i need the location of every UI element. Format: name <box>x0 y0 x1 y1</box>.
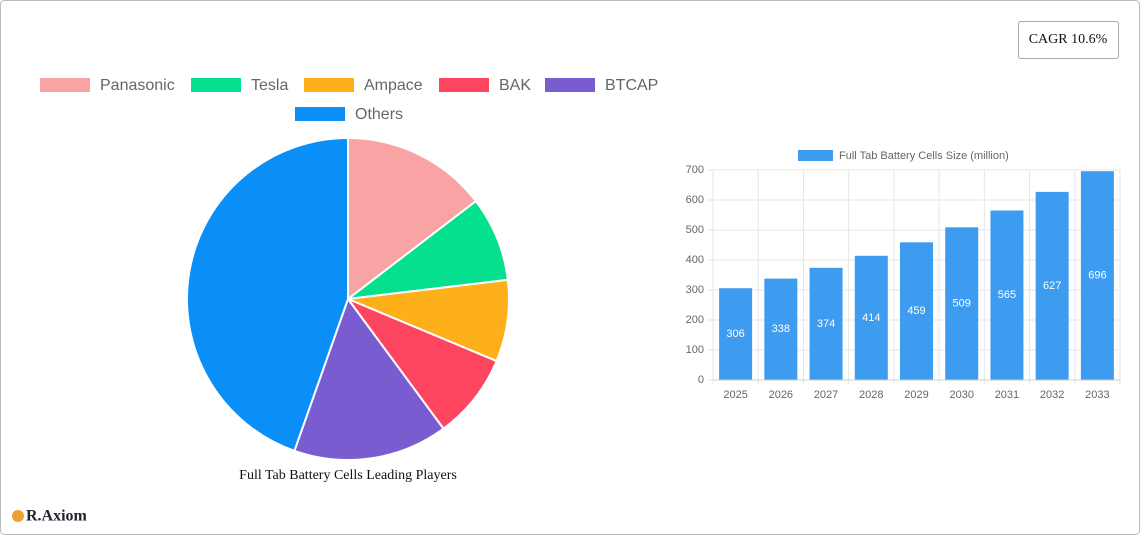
y-tick-label: 700 <box>686 164 704 176</box>
bar-value-label: 338 <box>772 323 790 335</box>
logo-icon <box>12 510 24 522</box>
legend-label: BTCAP <box>605 77 658 94</box>
legend-label: Tesla <box>251 77 288 94</box>
badge-box <box>1018 21 1119 59</box>
pie-slice <box>344 199 509 301</box>
x-tick-label: 2028 <box>859 389 883 401</box>
y-tick-label: 400 <box>686 254 704 266</box>
bar <box>764 278 798 380</box>
legend-label: Panasonic <box>100 77 175 94</box>
x-tick-label: 2027 <box>814 389 838 401</box>
x-tick-label: 2026 <box>769 389 793 401</box>
pie-title: Full Tab Battery Cells Leading Players <box>239 468 457 483</box>
y-tick-label: 100 <box>686 344 704 356</box>
bar <box>945 227 979 380</box>
bar-value-label: 696 <box>1088 270 1106 282</box>
x-tick-label: 2033 <box>1085 389 1109 401</box>
badge: CAGR 10.6% <box>1029 32 1108 47</box>
y-tick-label: 500 <box>686 224 704 236</box>
y-tick-label: 0 <box>698 374 704 386</box>
pie-slice <box>186 136 349 453</box>
bar <box>1080 171 1114 380</box>
bar <box>719 288 753 380</box>
legend-swatch <box>40 78 90 92</box>
legend-label: Ampace <box>364 77 423 94</box>
legend-label: BAK <box>499 77 531 94</box>
bar-value-label: 459 <box>907 305 925 317</box>
legend-swatch <box>798 150 833 161</box>
bar-value-label: 306 <box>726 328 744 340</box>
x-tick-label: 2030 <box>949 389 973 401</box>
x-tick-label: 2025 <box>723 389 747 401</box>
bar-value-label: 627 <box>1043 280 1061 292</box>
bar-value-label: 565 <box>998 289 1016 301</box>
legend-swatch <box>304 78 354 92</box>
bar <box>900 242 933 380</box>
pie-slice <box>293 296 445 461</box>
bar <box>809 267 843 380</box>
y-tick-label: 600 <box>686 194 704 206</box>
bar-value-label: 374 <box>817 318 835 330</box>
bar <box>990 210 1024 380</box>
x-tick-label: 2029 <box>904 389 928 401</box>
y-tick-label: 300 <box>686 284 704 296</box>
x-tick-label: 2031 <box>995 389 1019 401</box>
bar-value-label: 509 <box>953 298 971 310</box>
x-tick-label: 2032 <box>1040 389 1064 401</box>
pie-slice <box>347 136 478 302</box>
bar <box>854 255 888 380</box>
legend-swatch <box>439 78 489 92</box>
pie-slice <box>345 296 498 431</box>
legend-swatch <box>545 78 595 92</box>
y-tick-label: 200 <box>686 314 704 326</box>
bar-value-label: 414 <box>862 312 880 324</box>
legend-label: Full Tab Battery Cells Size (million) <box>839 150 1009 162</box>
logo: R.Axiom <box>26 508 88 525</box>
legend-swatch <box>295 107 345 121</box>
legend-label: Others <box>355 106 403 123</box>
legend-swatch <box>191 78 241 92</box>
bar <box>1035 191 1069 380</box>
